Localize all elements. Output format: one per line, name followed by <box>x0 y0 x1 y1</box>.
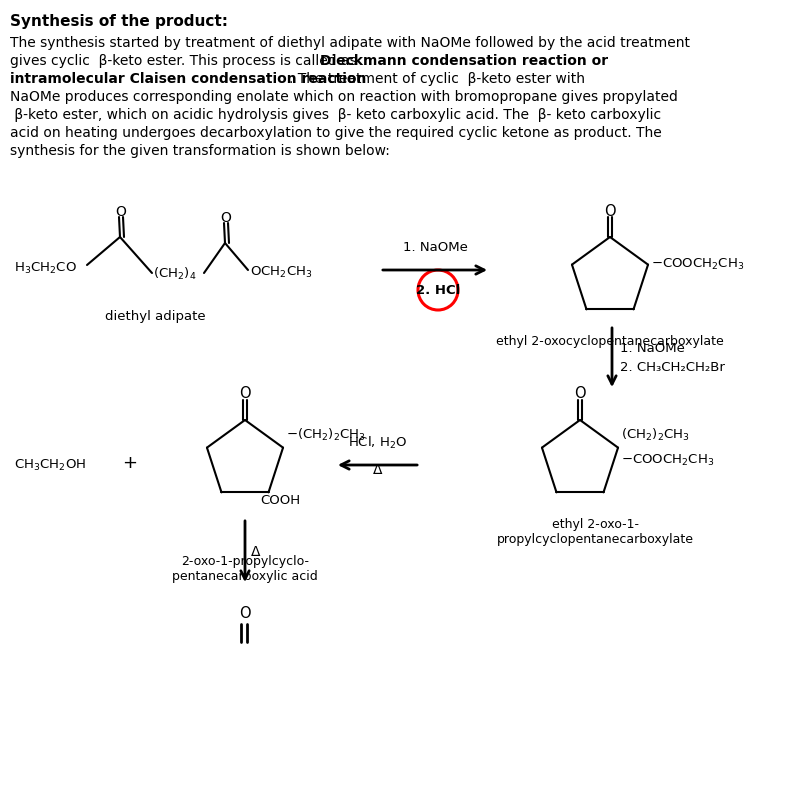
Text: O: O <box>239 386 250 402</box>
Text: 2-oxo-1-propylcyclo-
pentanecarboxylic acid: 2-oxo-1-propylcyclo- pentanecarboxylic a… <box>173 555 318 583</box>
Text: The synthesis started by treatment of diethyl adipate with NaOMe followed by the: The synthesis started by treatment of di… <box>10 36 690 50</box>
Text: acid on heating undergoes decarboxylation to give the required cyclic ketone as : acid on heating undergoes decarboxylatio… <box>10 126 661 140</box>
Text: O: O <box>115 205 126 219</box>
Text: $-$COOCH$_2$CH$_3$: $-$COOCH$_2$CH$_3$ <box>621 453 714 468</box>
Text: HCl, H$_2$O: HCl, H$_2$O <box>347 435 407 451</box>
Text: 1. NaOMe: 1. NaOMe <box>620 342 684 355</box>
Text: CH$_3$CH$_2$OH: CH$_3$CH$_2$OH <box>14 458 86 473</box>
Text: 1. NaOMe: 1. NaOMe <box>402 241 467 254</box>
Text: OCH$_2$CH$_3$: OCH$_2$CH$_3$ <box>250 265 312 280</box>
Text: O: O <box>574 386 586 402</box>
Text: $-$(CH$_2$)$_2$CH$_3$: $-$(CH$_2$)$_2$CH$_3$ <box>286 427 366 443</box>
Text: gives cyclic  β-keto ester. This process is called as: gives cyclic β-keto ester. This process … <box>10 54 361 68</box>
Text: synthesis for the given transformation is shown below:: synthesis for the given transformation i… <box>10 144 390 158</box>
Text: O: O <box>604 204 616 219</box>
Text: intramolecular Claisen condensation reaction: intramolecular Claisen condensation reac… <box>10 72 366 86</box>
Text: 2. CH₃CH₂CH₂Br: 2. CH₃CH₂CH₂Br <box>620 361 725 374</box>
Text: Δ: Δ <box>373 463 382 477</box>
Text: H$_3$CH$_2$CO: H$_3$CH$_2$CO <box>14 261 77 276</box>
Text: diethyl adipate: diethyl adipate <box>105 310 205 323</box>
Text: Δ: Δ <box>251 545 261 558</box>
Text: NaOMe produces corresponding enolate which on reaction with bromopropane gives p: NaOMe produces corresponding enolate whi… <box>10 90 678 104</box>
Text: ethyl 2-oxo-1-
propylcyclopentanecarboxylate: ethyl 2-oxo-1- propylcyclopentanecarboxy… <box>497 518 693 546</box>
Text: Dieckmann condensation reaction or: Dieckmann condensation reaction or <box>320 54 608 68</box>
Text: Synthesis of the product:: Synthesis of the product: <box>10 14 228 29</box>
Text: O: O <box>239 606 250 620</box>
Text: O: O <box>220 211 231 225</box>
Text: (CH$_2$)$_2$CH$_3$: (CH$_2$)$_2$CH$_3$ <box>621 427 690 443</box>
Text: $-$COOCH$_2$CH$_3$: $-$COOCH$_2$CH$_3$ <box>651 257 744 272</box>
Text: . The treatment of cyclic  β-keto ester with: . The treatment of cyclic β-keto ester w… <box>289 72 585 86</box>
Text: 2. HCl: 2. HCl <box>416 284 460 296</box>
Text: β-keto ester, which on acidic hydrolysis gives  β- keto carboxylic acid. The  β-: β-keto ester, which on acidic hydrolysis… <box>10 108 661 122</box>
Text: COOH: COOH <box>261 494 301 508</box>
Text: (CH$_2$)$_4$: (CH$_2$)$_4$ <box>153 266 196 282</box>
Text: ethyl 2-oxocyclopentanecarboxylate: ethyl 2-oxocyclopentanecarboxylate <box>496 335 724 348</box>
Text: +: + <box>122 454 137 472</box>
